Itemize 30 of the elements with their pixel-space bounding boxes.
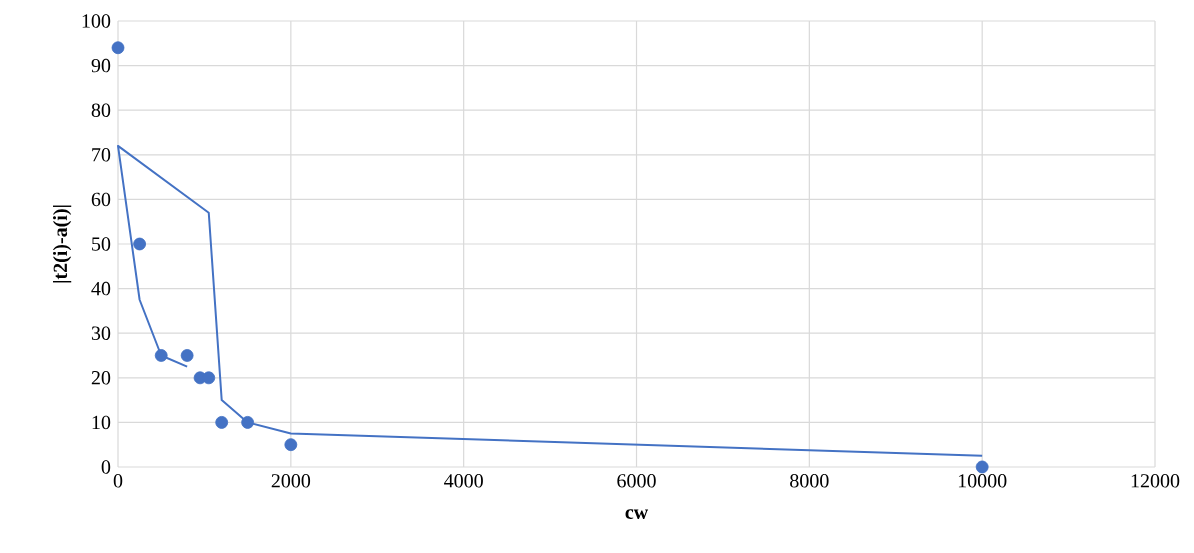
point bbox=[133, 237, 147, 251]
point bbox=[284, 438, 298, 452]
y-tick-label: 30 bbox=[91, 326, 111, 340]
x-tick-label: 2000 bbox=[271, 474, 311, 488]
x-tick-label: 10000 bbox=[958, 474, 1007, 488]
x-axis-title: cw bbox=[625, 509, 649, 519]
point bbox=[111, 41, 125, 55]
point bbox=[154, 349, 168, 362]
x-tick-label: 12000 bbox=[1131, 474, 1180, 488]
y-tick-label: 60 bbox=[91, 192, 111, 207]
point bbox=[180, 349, 194, 362]
point bbox=[241, 416, 255, 429]
point bbox=[975, 460, 989, 474]
y-tick-label: 10 bbox=[92, 415, 111, 430]
y-tick-label: 90 bbox=[91, 58, 111, 73]
x-tick-label: 8000 bbox=[790, 474, 829, 488]
y-tick-label: 40 bbox=[91, 281, 111, 296]
y-tick-label: 100 bbox=[82, 14, 111, 28]
x-tick-label: 6000 bbox=[617, 474, 656, 488]
y-tick-label: 70 bbox=[92, 148, 111, 162]
y-tick-label: 20 bbox=[91, 371, 111, 385]
y-tick-label: 0 bbox=[101, 460, 111, 474]
y-axis-title: |t2(i)-a(i)| bbox=[53, 205, 72, 283]
y-tick-label: 50 bbox=[92, 237, 111, 251]
point bbox=[215, 416, 229, 429]
y-tick-label: 80 bbox=[91, 103, 111, 117]
x-tick-label: 0 bbox=[113, 474, 123, 488]
x-tick-label: 4000 bbox=[444, 474, 483, 488]
point bbox=[202, 371, 216, 385]
line-series bbox=[117, 144, 984, 457]
